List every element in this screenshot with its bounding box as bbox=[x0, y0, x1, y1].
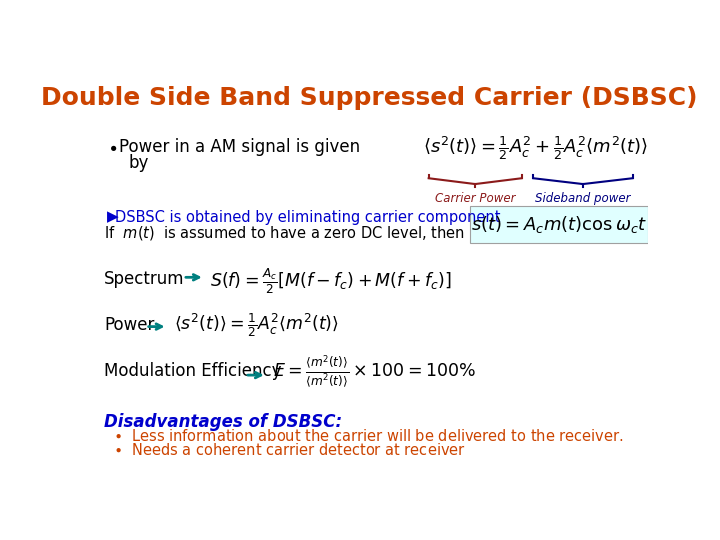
Text: $\langle s^2(t)\rangle = \frac{1}{2}A_c^2 + \frac{1}{2}A_c^2\langle m^2(t)\rangl: $\langle s^2(t)\rangle = \frac{1}{2}A_c^… bbox=[423, 134, 649, 162]
Text: $\bullet$: $\bullet$ bbox=[107, 138, 117, 156]
Text: Sideband power: Sideband power bbox=[535, 192, 631, 205]
FancyBboxPatch shape bbox=[469, 206, 648, 244]
Text: Double Side Band Suppressed Carrier (DSBSC): Double Side Band Suppressed Carrier (DSB… bbox=[41, 86, 697, 110]
Text: Power in a AM signal is given: Power in a AM signal is given bbox=[120, 138, 361, 156]
Text: $S(f) = \frac{A_c}{2}\left[M(f-f_c)+M(f+f_c)\right]$: $S(f) = \frac{A_c}{2}\left[M(f-f_c)+M(f+… bbox=[210, 267, 451, 296]
Text: DSBSC is obtained by eliminating carrier component: DSBSC is obtained by eliminating carrier… bbox=[114, 210, 500, 225]
Text: $\blacktriangleright$: $\blacktriangleright$ bbox=[104, 210, 121, 225]
Text: If  $\mathit{m}(t)$  is assumed to have a zero DC level, then: If $\mathit{m}(t)$ is assumed to have a … bbox=[104, 224, 464, 242]
Text: Disadvantages of DSBSC:: Disadvantages of DSBSC: bbox=[104, 413, 342, 431]
Text: $\langle s^2(t)\rangle = \frac{1}{2}A_c^2\langle m^2(t)\rangle$: $\langle s^2(t)\rangle = \frac{1}{2}A_c^… bbox=[174, 311, 338, 339]
Text: Power: Power bbox=[104, 316, 154, 334]
Text: $s(t) = A_c m(t)\cos\omega_c t$: $s(t) = A_c m(t)\cos\omega_c t$ bbox=[471, 214, 647, 235]
Text: Spectrum: Spectrum bbox=[104, 269, 184, 288]
Text: $E = \frac{\langle m^2(t)\rangle}{\langle m^2(t)\rangle}\times 100 = 100\%$: $E = \frac{\langle m^2(t)\rangle}{\langl… bbox=[273, 354, 476, 390]
Text: Carrier Power: Carrier Power bbox=[435, 192, 516, 205]
Text: $\bullet$  Needs a coherent carrier detector at receiver: $\bullet$ Needs a coherent carrier detec… bbox=[113, 442, 466, 458]
Text: Modulation Efficiency: Modulation Efficiency bbox=[104, 362, 282, 380]
Text: $\bullet$  Less information about the carrier will be delivered to the receiver.: $\bullet$ Less information about the car… bbox=[113, 428, 624, 444]
Text: by: by bbox=[129, 154, 149, 172]
